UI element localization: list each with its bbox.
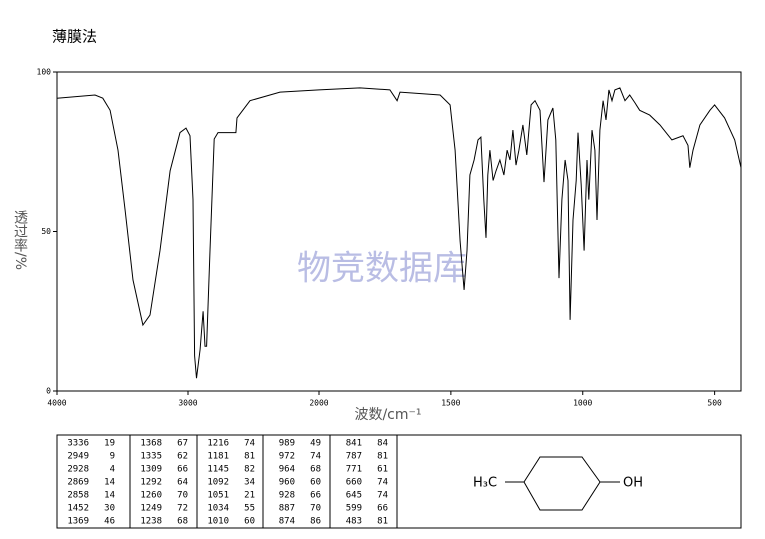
spectrum-line — [56, 87, 742, 379]
watermark: 物竞数据库 — [297, 249, 467, 289]
peak-transmittance: 84 — [377, 439, 388, 449]
peak-wavenumber: 787 — [346, 452, 362, 462]
peak-wavenumber: 1292 — [140, 478, 162, 488]
x-axis-label: 波数/cm⁻¹ — [354, 407, 421, 423]
y-tick-label: 50 — [41, 227, 51, 236]
peak-wavenumber: 1309 — [140, 465, 162, 475]
chart-title: 薄膜法 — [52, 28, 97, 46]
y-axis-label: 透过率/% — [12, 210, 28, 270]
peak-wavenumber: 841 — [346, 439, 362, 449]
peak-transmittance: 30 — [104, 504, 115, 514]
peak-transmittance: 81 — [244, 452, 255, 462]
peak-transmittance: 74 — [310, 452, 321, 462]
x-tick-label: 3000 — [178, 399, 197, 408]
peak-wavenumber: 989 — [279, 439, 295, 449]
peak-wavenumber: 1452 — [67, 504, 89, 514]
peak-wavenumber: 1249 — [140, 504, 162, 514]
x-tick-label: 500 — [707, 399, 722, 408]
peak-transmittance: 82 — [244, 465, 255, 475]
peak-wavenumber: 1010 — [207, 517, 229, 527]
peak-transmittance: 70 — [310, 504, 321, 514]
x-tick-label: 4000 — [47, 399, 66, 408]
x-tick-label: 2000 — [309, 399, 328, 408]
peak-wavenumber: 1145 — [207, 465, 229, 475]
peak-transmittance: 21 — [244, 491, 255, 501]
peak-transmittance: 14 — [104, 491, 115, 501]
group-label: H₃C — [473, 476, 497, 491]
peak-transmittance: 86 — [310, 517, 321, 527]
x-tick-label: 1000 — [573, 399, 592, 408]
table-frame — [56, 434, 742, 529]
peak-transmittance: 61 — [377, 465, 388, 475]
peak-transmittance: 74 — [377, 478, 388, 488]
peak-wavenumber: 2858 — [67, 491, 89, 501]
peak-wavenumber: 1034 — [207, 504, 229, 514]
plot-frame — [56, 71, 742, 392]
peak-wavenumber: 1051 — [207, 491, 229, 501]
peak-transmittance: 67 — [177, 439, 188, 449]
peak-wavenumber: 1181 — [207, 452, 229, 462]
peak-transmittance: 70 — [177, 491, 188, 501]
ring — [523, 456, 601, 511]
peak-transmittance: 74 — [377, 491, 388, 501]
x-tick-label: 1500 — [441, 399, 460, 408]
peak-transmittance: 34 — [244, 478, 255, 488]
peak-transmittance: 19 — [104, 439, 115, 449]
peak-wavenumber: 1369 — [67, 517, 89, 527]
peak-transmittance: 60 — [310, 478, 321, 488]
peak-transmittance: 66 — [177, 465, 188, 475]
peak-transmittance: 72 — [177, 504, 188, 514]
peak-wavenumber: 660 — [346, 478, 362, 488]
peak-transmittance: 60 — [244, 517, 255, 527]
peak-transmittance: 46 — [104, 517, 115, 527]
peak-wavenumber: 1216 — [207, 439, 229, 449]
peak-wavenumber: 2869 — [67, 478, 89, 488]
peak-transmittance: 66 — [310, 491, 321, 501]
peak-wavenumber: 599 — [346, 504, 362, 514]
peak-wavenumber: 645 — [346, 491, 362, 501]
peak-transmittance: 74 — [244, 439, 255, 449]
peak-transmittance: 64 — [177, 478, 188, 488]
peak-wavenumber: 964 — [279, 465, 295, 475]
peak-wavenumber: 887 — [279, 504, 295, 514]
peak-wavenumber: 1368 — [140, 439, 162, 449]
peak-wavenumber: 1335 — [140, 452, 162, 462]
peak-wavenumber: 3336 — [67, 439, 89, 449]
group-label: OH — [623, 476, 643, 491]
peak-wavenumber: 1260 — [140, 491, 162, 501]
peak-transmittance: 49 — [310, 439, 321, 449]
peak-transmittance: 81 — [377, 452, 388, 462]
peak-wavenumber: 972 — [279, 452, 295, 462]
peak-transmittance: 68 — [177, 517, 188, 527]
peak-wavenumber: 771 — [346, 465, 362, 475]
peak-wavenumber: 1238 — [140, 517, 162, 527]
peak-transmittance: 4 — [110, 465, 115, 475]
peak-transmittance: 66 — [377, 504, 388, 514]
peak-transmittance: 62 — [177, 452, 188, 462]
y-tick-label: 0 — [46, 387, 51, 396]
peak-wavenumber: 2949 — [67, 452, 89, 462]
peak-transmittance: 55 — [244, 504, 255, 514]
y-tick-label: 100 — [37, 68, 52, 77]
peak-wavenumber: 960 — [279, 478, 295, 488]
peak-wavenumber: 874 — [279, 517, 295, 527]
peak-wavenumber: 483 — [346, 517, 362, 527]
peak-transmittance: 68 — [310, 465, 321, 475]
peak-transmittance: 9 — [110, 452, 115, 462]
peak-wavenumber: 928 — [279, 491, 295, 501]
peak-transmittance: 14 — [104, 478, 115, 488]
peak-transmittance: 81 — [377, 517, 388, 527]
peak-wavenumber: 1092 — [207, 478, 229, 488]
peak-wavenumber: 2928 — [67, 465, 89, 475]
